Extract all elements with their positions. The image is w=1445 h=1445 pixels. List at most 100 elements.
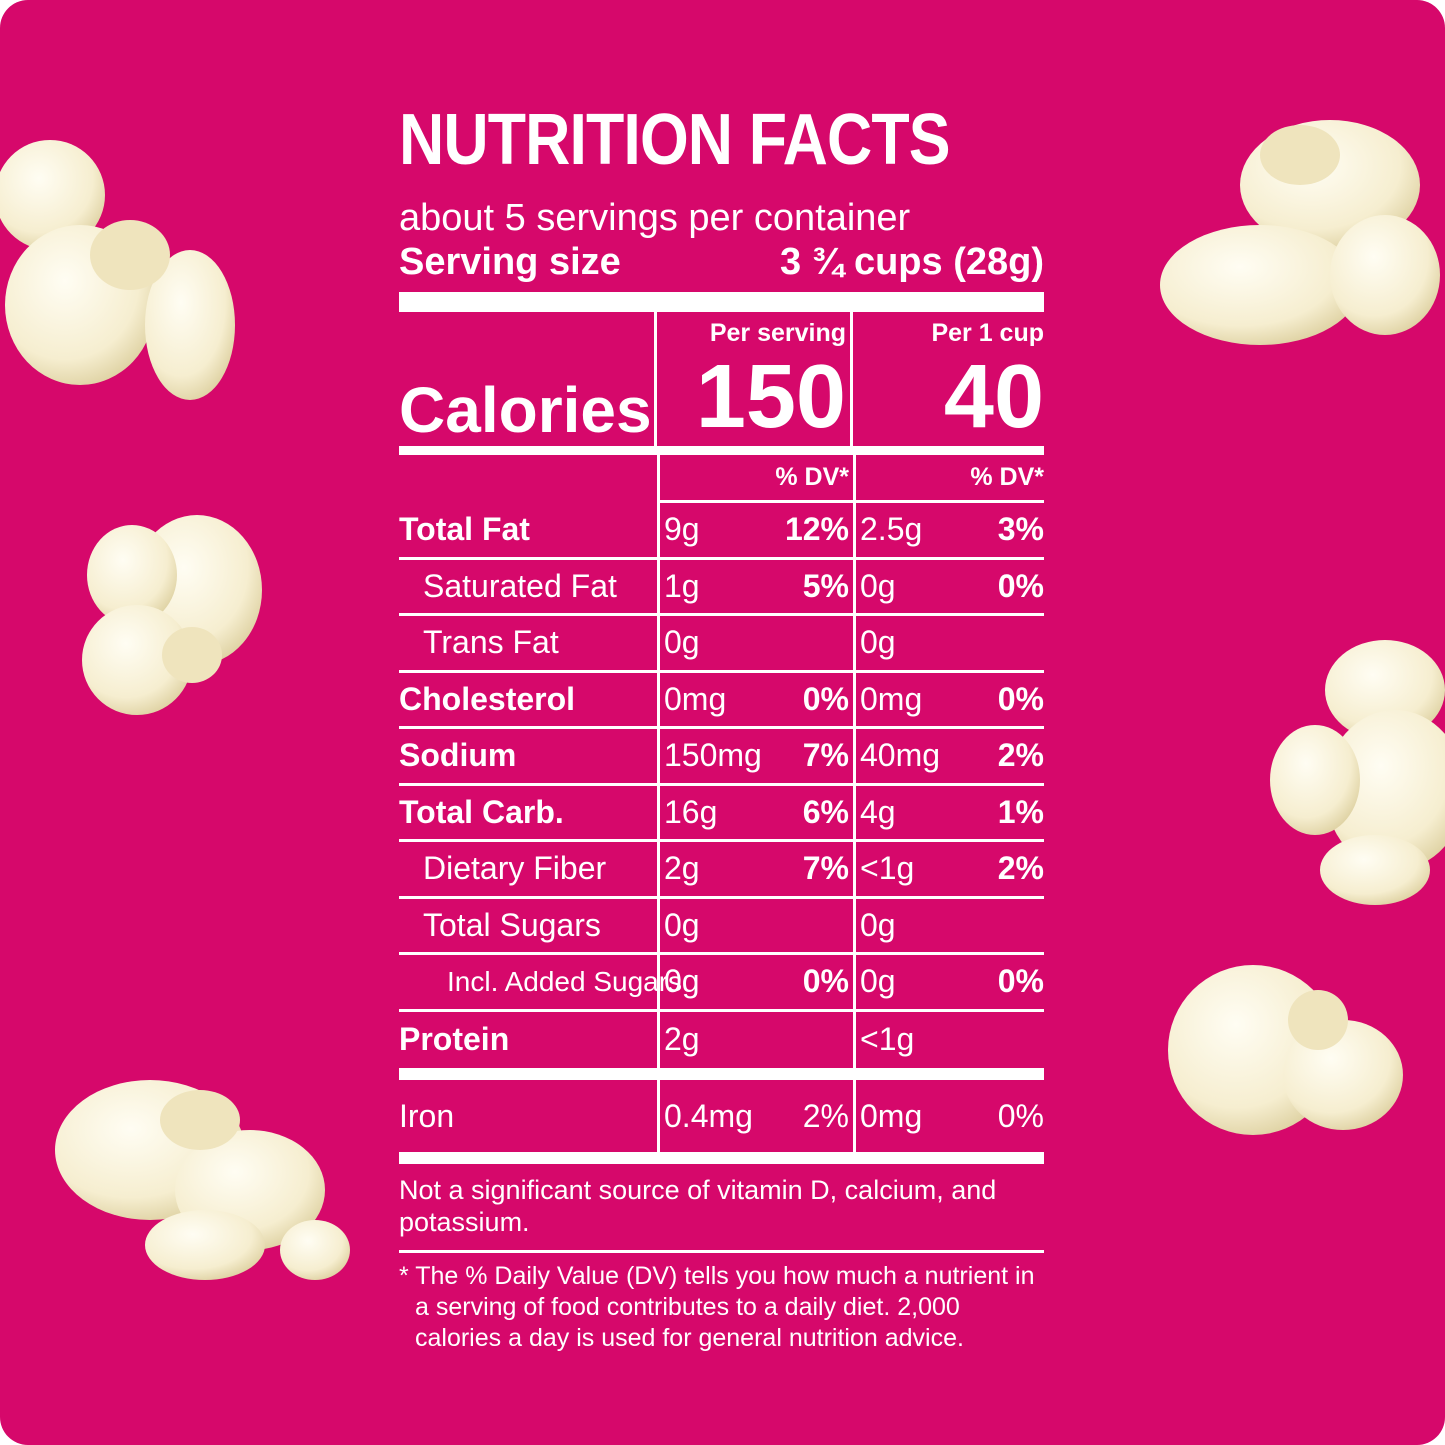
divider-thick [399,292,1044,312]
nutrient-name: Sodium [399,737,517,774]
nutrient-percent-dv: 0% [802,680,849,717]
nutrient-row: Protein 2g <1g [399,1011,1044,1068]
nutrient-amount: 0g [664,624,700,661]
popcorn-kernel-bottom-right [1168,965,1403,1135]
nutrient-amount: 0mg [860,680,923,717]
popcorn-kernel-top-left [0,140,235,400]
nutrient-percent-dv: 3% [997,511,1044,548]
nutrient-cell-per-cup: <1g [853,1011,1044,1068]
nutrient-name: Incl. Added Sugars [447,965,683,997]
nutrient-row: Trans Fat 0g 0g [399,616,1044,673]
nutrient-name: Protein [399,1021,510,1058]
nutrient-amount: 2g [664,1021,700,1058]
nutrient-cell-per-cup: 40mg 2% [853,729,1044,783]
calories-per-serving: Per serving 150 [657,312,853,446]
nutrient-row: Sodium 150mg 7% 40mg 2% [399,729,1044,786]
nutrient-percent-dv: 7% [802,850,849,887]
popcorn-kernel-mid-right [1270,640,1445,905]
nutrient-cell-per-serving: 0g [657,898,853,952]
nutrient-cell-per-serving: 0mg 0% [657,672,853,726]
divider-band [399,1068,1044,1080]
calories-per-cup-value: 40 [943,347,1044,447]
serving-size-label: Serving size [399,241,621,283]
nutrient-amount: 16g [664,793,718,830]
nutrient-name: Saturated Fat [423,567,617,604]
dv-header-cup: % DV* [853,455,1044,503]
nutrient-amount: 4g [860,793,896,830]
nutrient-cell-per-serving: 16g 6% [657,785,853,839]
nutrient-percent-dv: 2% [997,850,1044,887]
nutrient-percent-dv: 0% [997,680,1044,717]
nutrient-percent-dv: 1% [997,793,1044,830]
nutrition-panel: NUTRITION FACTS about 5 servings per con… [399,92,1044,1354]
nutrient-percent-dv: 6% [802,793,849,830]
nutrient-amount: 0g [860,567,896,604]
nutrient-amount: 2.5g [860,511,923,548]
nutrient-name: Trans Fat [423,624,559,661]
nutrient-name: Total Sugars [423,906,601,943]
nutrient-percent-dv: 2% [802,1097,849,1134]
servings-per-container: about 5 servings per container [399,197,911,239]
nutrient-amount: 0mg [664,680,727,717]
calories-label: Calories [399,312,657,446]
nutrient-row: Total Fat 9g 12% 2.5g 3% [399,503,1044,560]
nutrient-row: Dietary Fiber 2g 7% <1g 2% [399,842,1044,899]
nutrient-amount: 0g [860,906,896,943]
nutrient-amount: 0.4mg [664,1097,753,1134]
nutrient-row: Cholesterol 0mg 0% 0mg 0% [399,672,1044,729]
nutrient-amount: 40mg [860,737,941,774]
nutrient-percent-dv: 0% [997,567,1044,604]
nutrient-row: Incl. Added Sugars 0g 0% 0g 0% [399,955,1044,1012]
nutrient-cell-per-serving: 2g 7% [657,842,853,896]
nutrient-amount: 150mg [664,737,762,774]
nutrient-percent-dv: 7% [802,737,849,774]
popcorn-kernel-mid-left [82,515,262,715]
not-significant-note: Not a significant source of vitamin D, c… [399,1175,997,1237]
nutrient-cell-per-cup: 2.5g 3% [853,503,1044,557]
nutrient-percent-dv: 0% [997,1097,1044,1134]
dv-footnote: * The % Daily Value (DV) tells you how m… [399,1262,1035,1352]
serving-size-value: 3 ¾ cups (28g) [780,241,1044,283]
nutrient-row: Total Carb. 16g 6% 4g 1% [399,785,1044,842]
calories-per-serving-value: 150 [695,347,846,447]
nutrient-amount: 0g [664,906,700,943]
nutrient-row: Total Sugars 0g 0g [399,898,1044,955]
nutrient-percent-dv: 12% [784,511,849,548]
per-cup-header: Per 1 cup [931,319,1044,347]
nutrient-name: Total Fat [399,511,530,548]
nutrient-amount: <1g [860,850,915,887]
serving-size-row: Serving size 3 ¾ cups (28g) [399,240,1044,284]
nutrient-amount: 0mg [860,1097,923,1134]
nutrient-name: Iron [399,1097,455,1134]
nutrient-cell-per-serving: 2g [657,1011,853,1068]
nutrient-row: Saturated Fat 1g 5% 0g 0% [399,559,1044,616]
nutrient-cell-per-cup: 0g [853,616,1044,670]
nutrient-amount: 9g [664,511,700,548]
calories-per-cup: Per 1 cup 40 [853,312,1044,446]
nutrient-name: Cholesterol [399,680,576,717]
nutrient-cell-per-serving: 9g 12% [657,503,853,557]
nutrient-cell-per-cup: 0g 0% [853,559,1044,613]
nutrient-cell-per-cup: 0mg 0% [853,672,1044,726]
nutrient-cell-per-serving: 1g 5% [657,559,853,613]
panel-title: NUTRITION FACTS [399,100,951,180]
nutrient-amount: 0g [860,624,896,661]
nutrient-percent-dv: 0% [802,963,849,1000]
nutrient-percent-dv: 5% [802,567,849,604]
nutrient-percent-dv: 2% [997,737,1044,774]
divider-thick-bottom [399,1152,1044,1164]
divider-thin [399,1250,1044,1253]
nutrient-row: Iron 0.4mg 2% 0mg 0% [399,1080,1044,1152]
nutrient-cell-per-cup: 0g 0% [853,955,1044,1009]
nutrient-cell-per-cup: 0mg 0% [853,1080,1044,1152]
nutrient-rows: Total Fat 9g 12% 2.5g 3% Saturated Fat 1g 5% 0g 0… [399,503,1044,1152]
nutrient-amount: 1g [664,567,700,604]
nutrient-cell-per-serving: 150mg 7% [657,729,853,783]
nutrient-percent-dv: 0% [997,963,1044,1000]
nutrient-cell-per-cup: 0g [853,898,1044,952]
nutrient-name: Dietary Fiber [423,850,607,887]
nutrient-amount: 0g [664,963,700,1000]
divider-medium [399,446,1044,455]
nutrient-name: Total Carb. [399,793,564,830]
dv-header-row: % DV* % DV* [399,455,1044,503]
